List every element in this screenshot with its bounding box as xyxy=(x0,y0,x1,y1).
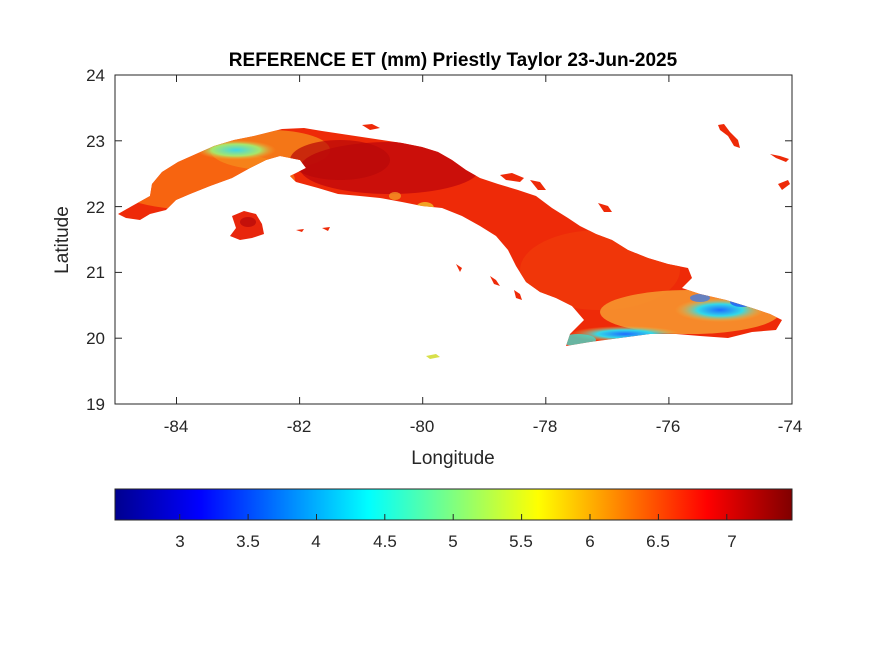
x-tick-label: -82 xyxy=(287,417,312,436)
y-tick-label: 21 xyxy=(86,263,105,282)
small-key-yellow xyxy=(426,354,440,359)
y-tick-label: 20 xyxy=(86,329,105,348)
colorbar-tick-label: 3.5 xyxy=(236,532,260,551)
colorbar-tick-label: 6.5 xyxy=(646,532,670,551)
colorbar-tick-label: 7 xyxy=(727,532,736,551)
colorbar-tick-label: 4 xyxy=(311,532,320,551)
x-tick-labels: -84 -82 -80 -78 -76 -74 xyxy=(164,417,803,436)
colorbar-tick-label: 5 xyxy=(448,532,457,551)
colorbar-tick-labels: 3 3.5 4 4.5 5 5.5 6 6.5 7 xyxy=(175,532,736,551)
colorbar-tick-label: 5.5 xyxy=(509,532,533,551)
colorbar-tick-label: 3 xyxy=(175,532,184,551)
small-keys xyxy=(296,124,790,300)
colorbar-tick-label: 6 xyxy=(585,532,594,551)
colorbar xyxy=(114,488,793,521)
chart-title: REFERENCE ET (mm) Priestly Taylor 23-Jun… xyxy=(229,50,678,71)
x-axis-label: Longitude xyxy=(411,448,494,469)
y-tick-label: 19 xyxy=(86,395,105,414)
x-tick-label: -78 xyxy=(533,417,558,436)
y-axis-label: Latitude xyxy=(52,206,73,274)
y-tick-label: 22 xyxy=(86,198,105,217)
y-tick-label: 23 xyxy=(86,132,105,151)
y-tick-labels: 19 20 21 22 23 24 xyxy=(86,66,105,414)
colorbar-tick-label: 4.5 xyxy=(373,532,397,551)
colorbar-ticks xyxy=(179,514,728,520)
x-tick-label: -80 xyxy=(410,417,435,436)
x-tick-label: -84 xyxy=(164,417,189,436)
x-tick-label: -76 xyxy=(656,417,681,436)
x-tick-label: -74 xyxy=(778,417,803,436)
isla-de-la-juventud-core xyxy=(240,217,256,227)
axis-ticks xyxy=(115,75,792,404)
y-tick-label: 24 xyxy=(86,66,105,85)
plot-area xyxy=(114,74,793,405)
